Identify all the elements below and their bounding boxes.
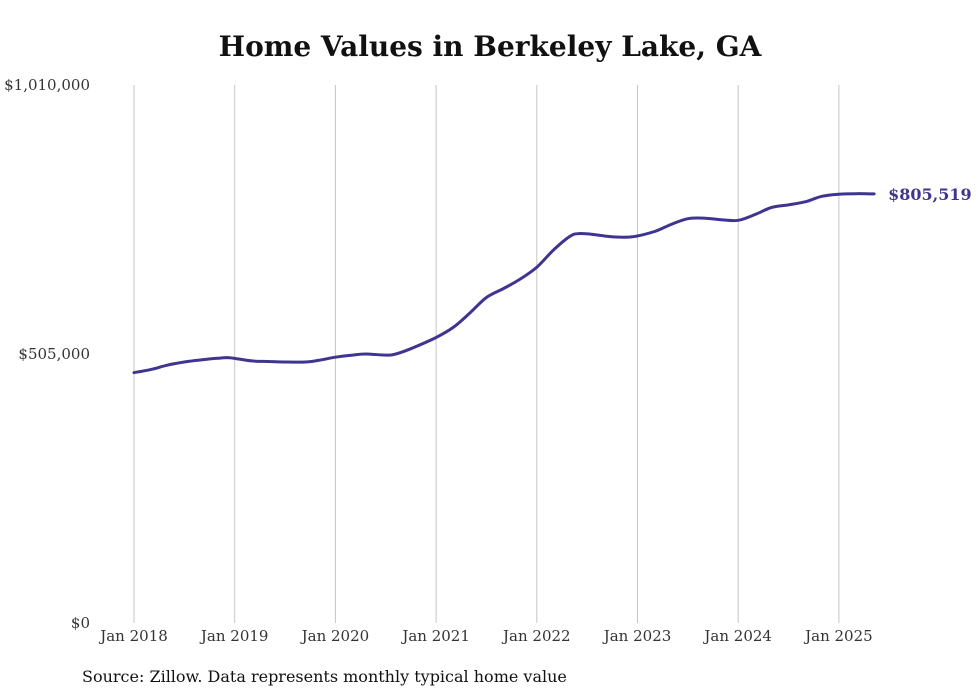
y-axis-tick-labels: $0 $505,000 $1,010,000 <box>4 76 90 632</box>
y-tick-label: $0 <box>71 614 90 632</box>
annotation-layer: $805,519 <box>888 185 972 204</box>
y-tick-label: $505,000 <box>18 345 90 363</box>
chart-title: Home Values in Berkeley Lake, GA <box>218 30 762 63</box>
x-tick-label: Jan 2024 <box>702 627 772 645</box>
x-tick-label: Jan 2022 <box>501 627 571 645</box>
x-axis-tick-labels: Jan 2018 Jan 2019 Jan 2020 Jan 2021 Jan 2022… <box>98 627 872 645</box>
y-tick-label: $1,010,000 <box>4 76 90 94</box>
x-tick-label: Jan 2018 <box>98 627 168 645</box>
x-tick-label: Jan 2025 <box>803 627 873 645</box>
series-layer <box>132 192 876 375</box>
source-note: Source: Zillow. Data represents monthly … <box>82 667 567 686</box>
x-tick-label: Jan 2020 <box>300 627 370 645</box>
grid-layer <box>133 85 840 623</box>
x-tick-label: Jan 2019 <box>199 627 269 645</box>
end-value-label: $805,519 <box>888 185 972 204</box>
x-tick-label: Jan 2023 <box>602 627 672 645</box>
home-value-series-line <box>132 192 876 375</box>
x-tick-label: Jan 2021 <box>400 627 470 645</box>
